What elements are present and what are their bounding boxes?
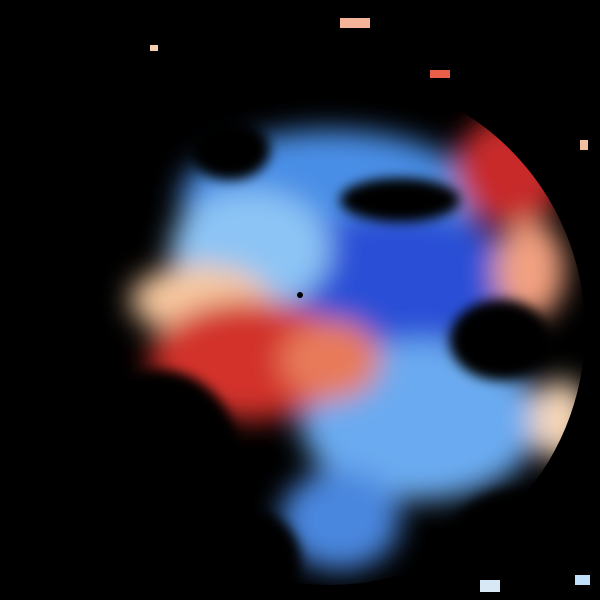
- echo-blue-core: [280, 210, 520, 350]
- echo-orange-center: [280, 320, 380, 400]
- speckle: [430, 70, 450, 78]
- speckle: [580, 140, 588, 150]
- speckle: [150, 45, 158, 51]
- echo-blue-south: [280, 470, 400, 570]
- gap-north: [340, 178, 460, 222]
- gap-south: [200, 510, 300, 585]
- gap-east: [450, 300, 550, 380]
- gap-northwest: [190, 120, 270, 180]
- speckle: [340, 18, 370, 28]
- radar-echoes: [80, 115, 585, 585]
- speckle: [575, 575, 590, 585]
- velocity-field: [130, 115, 585, 570]
- sparse-echoes: [150, 18, 590, 592]
- radar-site: [297, 292, 303, 298]
- speckle: [480, 580, 500, 592]
- echo-salmon-east: [495, 220, 565, 320]
